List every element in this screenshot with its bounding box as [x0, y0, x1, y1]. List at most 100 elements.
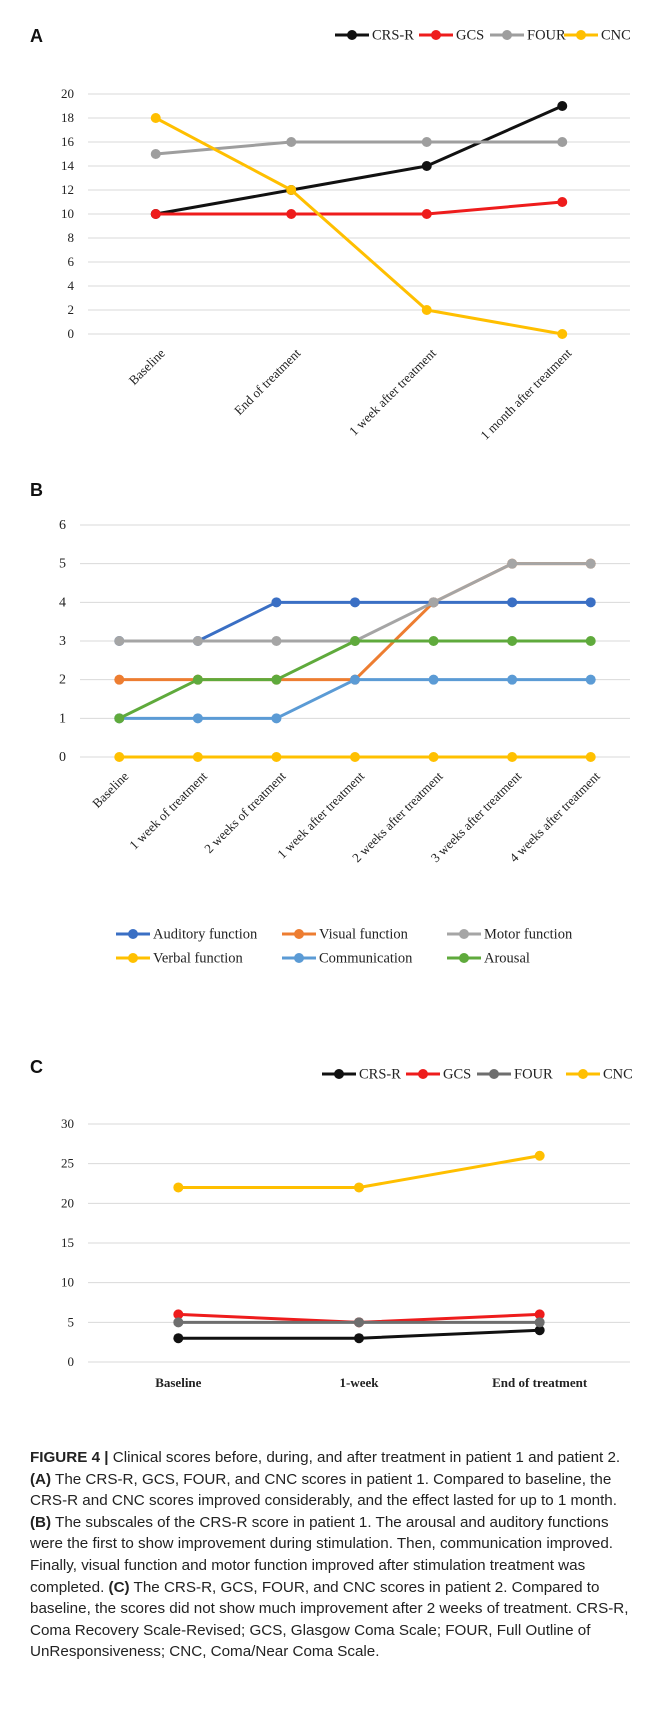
data-point-4: [286, 185, 297, 195]
data-point-5: [192, 713, 203, 724]
data-point-3: [114, 636, 125, 646]
caption-b-text: The subscales of the CRS-R score in pati…: [30, 1513, 614, 1596]
y-tick-label: 10: [61, 206, 74, 221]
data-point-6: [114, 713, 125, 724]
x-category-label: 4 weeks after treatment: [506, 768, 603, 865]
caption-lead: Clinical scores before, during, and afte…: [108, 1449, 621, 1466]
data-point-2: [150, 209, 161, 219]
legend-marker: [128, 953, 138, 963]
y-tick-label: 15: [61, 1235, 74, 1250]
y-tick-label: 25: [61, 1156, 74, 1171]
data-point-1: [585, 597, 596, 608]
x-category-label: 1 week after treatment: [346, 345, 439, 438]
data-point-3: [354, 1317, 364, 1328]
x-category-label: Baseline: [126, 345, 168, 387]
y-tick-label: 20: [61, 1195, 74, 1210]
caption-a-text: The CRS-R, GCS, FOUR, and CNC scores in …: [30, 1470, 617, 1510]
data-point-5: [428, 674, 439, 685]
data-point-4: [350, 752, 360, 762]
legend-marker: [347, 30, 357, 40]
data-point-2: [286, 209, 297, 219]
panel-c-letter: C: [30, 1057, 43, 1077]
data-point-3: [150, 149, 161, 159]
data-point-1: [173, 1333, 184, 1344]
data-point-5: [507, 674, 518, 685]
series-line-2: [155, 200, 563, 216]
legend-marker: [502, 30, 512, 40]
data-point-4: [354, 1182, 364, 1193]
panel-a: A 0 2 4 6 8 10 12 14 16 18 20 Baseline End of treatm…: [0, 0, 657, 480]
data-point-2: [534, 1309, 545, 1320]
y-tick-label: 10: [61, 1275, 74, 1290]
data-point-2: [421, 209, 432, 219]
series-line-4: [155, 116, 563, 336]
legend-marker: [418, 1069, 428, 1079]
data-point-3: [271, 636, 282, 646]
legend-marker: [489, 1069, 499, 1079]
data-point-6: [350, 636, 360, 646]
x-category-label: 1-week: [340, 1375, 380, 1390]
series-line-2: [119, 562, 591, 682]
x-category-label: Baseline: [155, 1375, 201, 1390]
data-point-1: [507, 597, 518, 608]
legend-marker: [128, 929, 138, 939]
data-point-4: [192, 752, 203, 762]
legend-label: FOUR: [514, 1067, 553, 1083]
legend-label: GCS: [456, 28, 484, 44]
panel-a-letter: A: [30, 26, 43, 46]
data-point-2: [173, 1309, 184, 1320]
series-line-1: [155, 104, 563, 216]
data-point-1: [354, 1333, 364, 1344]
data-point-5: [350, 674, 360, 685]
data-point-1: [421, 161, 432, 171]
caption-label: FIGURE 4 |: [30, 1449, 109, 1466]
y-tick-label: 18: [61, 110, 74, 125]
data-point-6: [507, 636, 518, 646]
y-tick-label: 30: [61, 1116, 74, 1131]
data-point-3: [585, 558, 596, 569]
data-point-4: [114, 752, 125, 762]
y-tick-label: 12: [61, 182, 74, 197]
x-category-label: 1 month after treatment: [477, 345, 574, 442]
data-point-2: [114, 674, 125, 685]
legend-marker: [459, 953, 469, 963]
data-point-4: [585, 752, 596, 762]
y-tick-label: 6: [59, 518, 66, 533]
legend-label: Arousal: [484, 951, 530, 967]
y-tick-label: 2: [68, 302, 75, 317]
y-tick-label: 0: [68, 1354, 75, 1369]
legend-label: Visual function: [319, 927, 409, 943]
legend-marker: [459, 929, 469, 939]
legend-label: FOUR: [527, 28, 566, 44]
x-category-label: End of treatment: [231, 345, 304, 418]
series-line-3: [155, 140, 563, 156]
legend-marker: [334, 1069, 344, 1079]
series-line-5: [119, 678, 591, 720]
data-point-6: [192, 674, 203, 685]
y-tick-label: 5: [68, 1314, 75, 1329]
legend-label: CRS-R: [359, 1067, 401, 1083]
panel-c: C 0 5 10 15 20 25 30 Baseline 1-week End of treat…: [0, 1050, 657, 1420]
panel-b-letter: B: [30, 480, 43, 500]
data-point-3: [534, 1317, 545, 1328]
data-point-4: [507, 752, 518, 762]
chart-c: 0 5 10 15 20 25 30 Baseline 1-week End of treatme…: [61, 1067, 633, 1391]
data-point-3: [507, 558, 518, 569]
legend-marker: [294, 953, 304, 963]
data-point-4: [421, 305, 432, 315]
legend-label: CRS-R: [372, 28, 414, 44]
y-tick-label: 14: [61, 158, 75, 173]
data-point-5: [585, 674, 596, 685]
series-line-1: [119, 600, 591, 643]
caption-c-text: The CRS-R, GCS, FOUR, and CNC scores in …: [30, 1578, 629, 1661]
data-point-1: [271, 597, 282, 608]
data-point-1: [350, 597, 360, 608]
x-category-label: 1 week after treatment: [274, 768, 367, 861]
y-tick-label: 0: [59, 750, 66, 765]
data-point-3: [286, 137, 297, 147]
x-category-label: End of treatment: [492, 1375, 588, 1390]
data-point-6: [428, 636, 439, 646]
legend-marker: [294, 929, 304, 939]
x-category-label: 2 weeks of treatment: [201, 768, 289, 856]
legend-label: CNC: [601, 28, 631, 44]
